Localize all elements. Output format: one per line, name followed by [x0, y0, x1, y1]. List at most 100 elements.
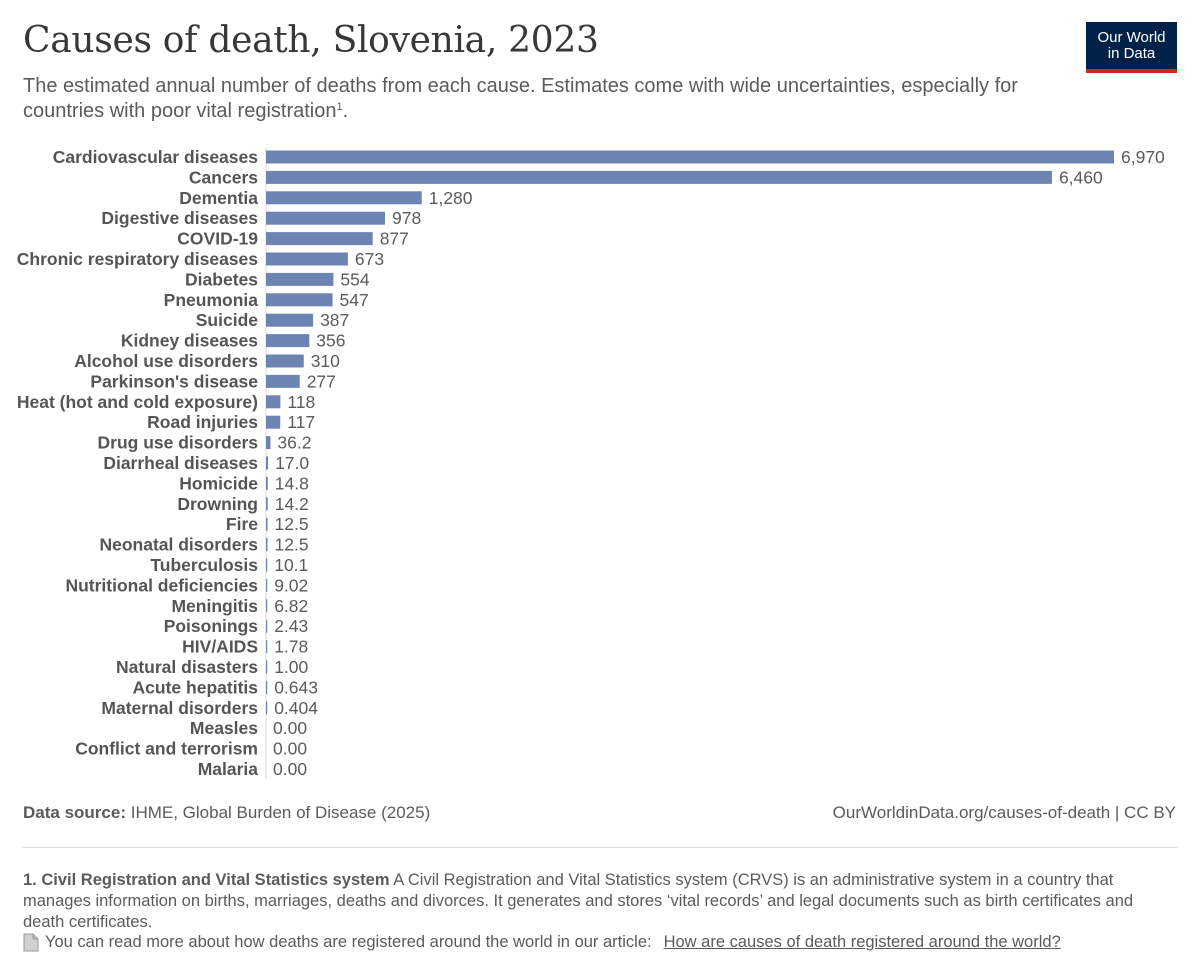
bar[interactable] [266, 272, 334, 286]
footnote-heading: Civil Registration and Vital Statistics … [41, 871, 390, 889]
bar[interactable] [266, 538, 268, 552]
bar[interactable] [266, 578, 268, 592]
category-label: Natural disasters [116, 657, 258, 677]
category-label: Acute hepatitis [133, 677, 259, 697]
value-label: 1,280 [429, 188, 473, 208]
value-label: 6.82 [274, 596, 308, 616]
owid-logo[interactable]: Our World in Data [1086, 22, 1177, 73]
bar[interactable] [266, 497, 268, 511]
value-label: 356 [316, 331, 345, 351]
value-label: 17.0 [275, 453, 309, 473]
bar[interactable] [266, 680, 268, 694]
bar[interactable] [266, 599, 268, 613]
category-label: Poisonings [164, 616, 259, 636]
category-label: Nutritional deficiencies [65, 575, 258, 595]
value-label: 14.8 [275, 473, 309, 493]
value-label: 1.00 [274, 657, 308, 677]
category-label: Chronic respiratory diseases [17, 249, 258, 269]
value-label: 118 [287, 392, 315, 412]
category-label: Road injuries [147, 412, 258, 432]
value-label: 0.643 [274, 677, 318, 697]
bar[interactable] [266, 395, 281, 409]
category-label: Dementia [179, 188, 258, 208]
data-source-label: Data source: [23, 803, 126, 822]
bar-chart: Cardiovascular diseases 6,970 Cancers 6,460… [17, 147, 1165, 779]
value-label: 1.78 [274, 637, 308, 657]
value-label: 2.43 [274, 616, 308, 636]
category-label: Drowning [177, 494, 258, 514]
category-label: Fire [226, 514, 258, 534]
category-label: Pneumonia [164, 290, 259, 310]
value-label: 673 [355, 249, 384, 269]
footnote-number: 1. [23, 871, 37, 889]
logo-line2: in Data [1107, 44, 1156, 62]
source-url-link[interactable]: OurWorldinData.org/causes-of-death [832, 803, 1111, 822]
footnote-ref[interactable]: 1 [336, 101, 343, 113]
bar[interactable] [266, 150, 1114, 164]
article-intro: You can read more about how deaths are r… [45, 933, 652, 951]
value-label: 387 [320, 310, 349, 330]
category-label: Heat (hot and cold exposure) [17, 392, 258, 412]
value-label: 36.2 [277, 433, 311, 453]
category-label: Maternal disorders [101, 698, 258, 718]
logo-line1: Our World [1097, 28, 1166, 46]
value-label: 554 [340, 269, 369, 289]
bar[interactable] [266, 374, 300, 388]
subtitle-text: The estimated annual number of deaths fr… [23, 75, 1018, 122]
bar[interactable] [266, 619, 268, 633]
value-label: 547 [340, 290, 369, 310]
bar[interactable] [266, 191, 422, 205]
subtitle-end: . [342, 100, 349, 122]
category-label: Parkinson's disease [90, 371, 258, 391]
bar[interactable] [266, 517, 268, 531]
bar[interactable] [266, 293, 333, 307]
article-link[interactable]: How are causes of death registered aroun… [663, 933, 1061, 951]
license-text[interactable]: | CC BY [1114, 803, 1176, 822]
category-label: Diarrheal diseases [103, 453, 258, 473]
bar[interactable] [266, 211, 385, 225]
category-label: Meningitis [171, 596, 258, 616]
category-label: Drug use disorders [98, 433, 259, 453]
bar[interactable] [266, 415, 281, 429]
category-label: Digestive diseases [101, 208, 258, 228]
bar[interactable] [266, 354, 304, 368]
value-label: 6,970 [1121, 147, 1165, 167]
bar[interactable] [266, 558, 268, 572]
value-label: 0.404 [274, 698, 318, 718]
value-label: 0.00 [273, 718, 307, 738]
bar[interactable] [266, 476, 268, 490]
category-label: Malaria [198, 759, 259, 779]
chart-subtitle: The estimated annual number of deaths fr… [23, 74, 1073, 124]
bar[interactable] [266, 456, 269, 470]
value-label: 117 [287, 412, 315, 432]
footnote: 1. Civil Registration and Vital Statisti… [23, 870, 1173, 933]
bar[interactable] [266, 170, 1052, 184]
data-source: Data source: IHME, Global Burden of Dise… [23, 803, 430, 823]
value-label: 6,460 [1059, 167, 1103, 187]
category-label: Neonatal disorders [99, 535, 258, 555]
bar[interactable] [266, 660, 268, 674]
category-label: Kidney diseases [121, 331, 258, 351]
bar[interactable] [266, 313, 314, 327]
bar[interactable] [266, 232, 373, 246]
category-label: Cancers [189, 167, 258, 187]
footnote-text: A Civil Registration and Vital Statistic… [23, 871, 1134, 931]
bar[interactable] [266, 640, 268, 654]
document-icon [23, 933, 39, 952]
value-label: 978 [392, 208, 421, 228]
bar[interactable] [266, 252, 348, 266]
category-label: Diabetes [185, 269, 258, 289]
value-label: 0.00 [273, 739, 307, 759]
bar[interactable] [266, 436, 271, 450]
footer-divider [23, 847, 1177, 848]
attribution: OurWorldinData.org/causes-of-death | CC … [833, 803, 1176, 823]
category-label: Measles [190, 718, 258, 738]
value-label: 9.02 [274, 575, 308, 595]
bar[interactable] [266, 701, 268, 715]
bar[interactable] [266, 334, 310, 348]
value-label: 12.5 [275, 535, 309, 555]
value-label: 877 [380, 229, 409, 249]
value-label: 14.2 [275, 494, 309, 514]
data-source-text[interactable]: IHME, Global Burden of Disease (2025) [130, 803, 431, 822]
category-label: COVID-19 [177, 229, 258, 249]
